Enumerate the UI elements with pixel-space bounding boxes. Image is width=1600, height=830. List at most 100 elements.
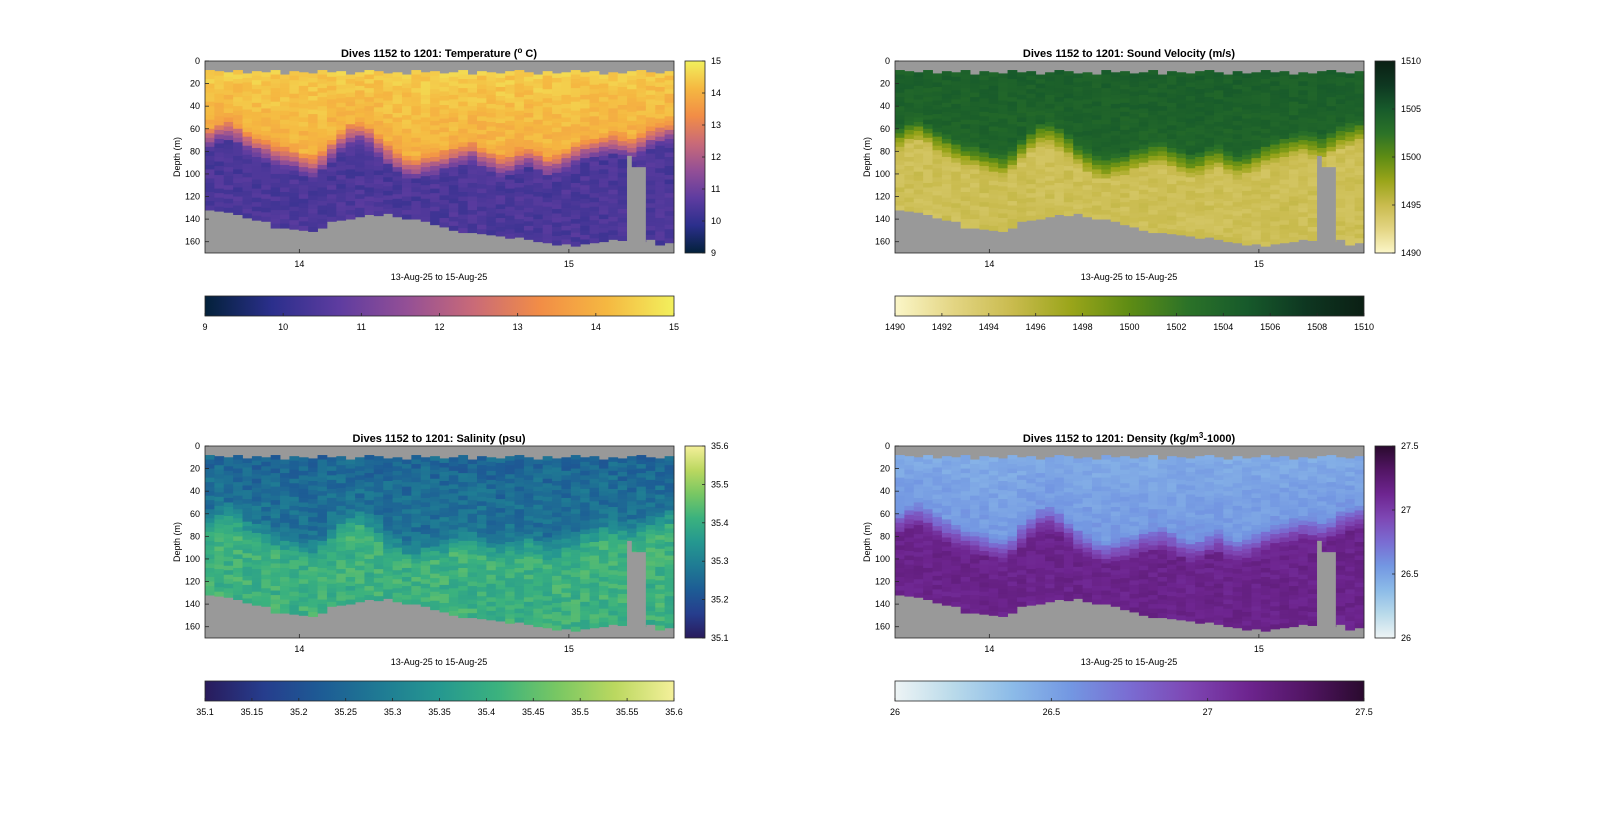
heatmap-cell xyxy=(561,230,572,236)
heatmap-cell xyxy=(988,216,999,222)
heatmap-cell xyxy=(988,85,999,91)
heatmap-cell xyxy=(495,580,506,586)
heatmap-cell xyxy=(1138,131,1149,136)
heatmap-cell xyxy=(298,158,309,164)
colorbar-tick-label: 1496 xyxy=(1026,322,1046,332)
heatmap-cell xyxy=(289,71,300,77)
temperature-horizontal-colorbar: 9 10 11 12 13 14 15 xyxy=(202,295,679,332)
dive-column xyxy=(298,457,309,616)
heatmap-cell xyxy=(580,171,590,177)
heatmap-cell xyxy=(289,510,300,516)
heatmap-cell xyxy=(1110,207,1121,213)
heatmap-cell xyxy=(1091,88,1102,94)
heatmap-cell xyxy=(233,205,243,211)
heatmap-cell xyxy=(233,146,243,152)
heatmap-cell xyxy=(326,99,337,105)
dive-column xyxy=(1082,72,1093,218)
heatmap-cell xyxy=(317,482,328,488)
heatmap-cell xyxy=(932,123,943,129)
heatmap-cell xyxy=(1035,110,1046,116)
heatmap-cell xyxy=(205,160,215,166)
heatmap-cell xyxy=(477,116,487,122)
heatmap-cell xyxy=(523,140,534,145)
heatmap-cell xyxy=(505,564,515,570)
heatmap-cell xyxy=(373,537,384,543)
heatmap-cell xyxy=(1054,115,1065,121)
heatmap-cell xyxy=(1335,121,1346,127)
heatmap-cell xyxy=(280,522,290,528)
heatmap-cell xyxy=(495,163,506,169)
heatmap-cell xyxy=(561,225,572,231)
heatmap-cell xyxy=(533,192,544,197)
heatmap-cell xyxy=(1073,109,1083,115)
heatmap-cell xyxy=(589,102,600,108)
heatmap-cell xyxy=(326,176,337,182)
heatmap-cell xyxy=(373,184,384,190)
heatmap-cell xyxy=(355,72,365,78)
heatmap-cell xyxy=(383,96,393,101)
heatmap-cell xyxy=(598,79,609,84)
heatmap-cell xyxy=(448,506,459,512)
heatmap-cell xyxy=(495,168,506,174)
heatmap-cell xyxy=(988,158,999,164)
heatmap-cell xyxy=(988,99,999,105)
heatmap-cell xyxy=(1270,99,1280,105)
heatmap-cell xyxy=(913,167,924,173)
heatmap-cell xyxy=(486,516,497,521)
heatmap-cell xyxy=(1026,107,1037,113)
heatmap-cell xyxy=(233,128,243,134)
heatmap-cell xyxy=(1298,176,1309,182)
heatmap-cell xyxy=(326,81,337,87)
heatmap-cell xyxy=(913,72,924,78)
heatmap-cell xyxy=(913,176,924,182)
heatmap-cell xyxy=(495,100,506,106)
heatmap-cell xyxy=(392,94,403,100)
heatmap-cell xyxy=(401,137,412,143)
heatmap-cell xyxy=(336,456,347,462)
heatmap-cell xyxy=(580,203,590,209)
dive-column xyxy=(951,72,962,222)
heatmap-cell xyxy=(448,221,459,227)
heatmap-cell xyxy=(326,185,337,191)
heatmap-cell xyxy=(552,127,562,133)
heatmap-cell xyxy=(308,150,318,156)
heatmap-cell xyxy=(988,103,999,109)
heatmap-cell xyxy=(598,83,609,89)
heatmap-cell xyxy=(645,126,656,132)
heatmap-cell xyxy=(1073,82,1083,88)
heatmap-cell xyxy=(317,477,328,483)
heatmap-cell xyxy=(242,150,253,156)
heatmap-cell xyxy=(1120,143,1130,149)
heatmap-cell xyxy=(233,137,243,143)
heatmap-cell xyxy=(242,462,253,468)
heatmap-cell xyxy=(233,468,243,474)
heatmap-cell xyxy=(932,114,943,119)
heatmap-cell xyxy=(308,508,318,514)
heatmap-cell xyxy=(970,106,980,112)
heatmap-cell xyxy=(242,105,253,110)
heatmap-cell xyxy=(420,167,431,173)
heatmap-cell xyxy=(580,162,590,168)
heatmap-cell xyxy=(364,201,375,206)
heatmap-cell xyxy=(561,103,572,109)
heatmap-cell xyxy=(988,221,999,227)
temperature-title-sup: o xyxy=(517,46,522,55)
heatmap-cell xyxy=(1101,196,1112,202)
heatmap-cell xyxy=(495,86,506,92)
heatmap-cell xyxy=(355,212,365,218)
heatmap-cell xyxy=(1223,83,1234,89)
heatmap-cell xyxy=(904,80,915,86)
heatmap-cell xyxy=(420,72,431,78)
heatmap-cell xyxy=(214,107,225,113)
heatmap-cell xyxy=(373,152,384,158)
heatmap-cell xyxy=(495,598,506,604)
heatmap-cell xyxy=(664,138,675,144)
heatmap-cell xyxy=(477,170,487,176)
heatmap-cell xyxy=(373,465,384,471)
heatmap-cell xyxy=(523,76,534,82)
heatmap-cell xyxy=(988,153,999,159)
heatmap-cell xyxy=(1288,173,1299,179)
heatmap-cell xyxy=(486,457,497,463)
heatmap-cell xyxy=(223,570,234,576)
heatmap-cell xyxy=(1110,171,1121,177)
